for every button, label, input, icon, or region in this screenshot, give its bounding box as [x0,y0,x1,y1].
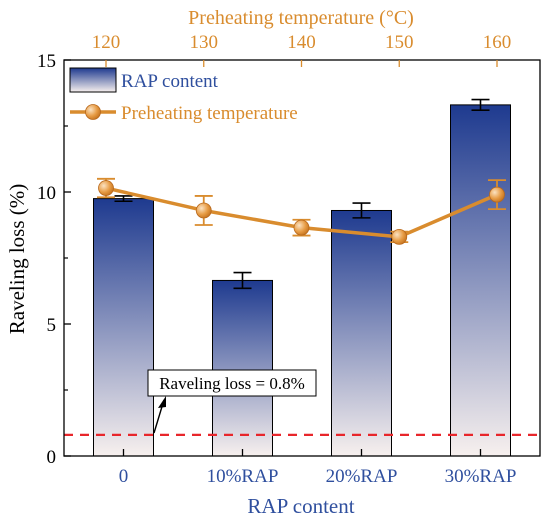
annotation-label: Raveling loss = 0.8% [159,374,305,393]
temperature-point [293,219,310,236]
bar [450,104,511,457]
temperature-point [391,228,408,245]
legend-bar-label: RAP content [121,71,219,92]
bar [212,279,273,457]
top-tick-label: 130 [190,32,219,53]
top-axis-title: Preheating temperature (°C) [188,7,414,29]
legend: RAP content Preheating temperature [69,67,298,124]
top-tick-label: 140 [287,32,316,53]
x-tick-label: 30%RAP [445,466,517,487]
y-axis-title: Raveling loss (%) [5,184,29,334]
x-axis-title: RAP content [247,494,354,518]
y-tick-label: 5 [47,315,57,336]
y-tick-label: 0 [47,447,57,468]
top-tick-label: 150 [385,32,414,53]
top-tick-label: 120 [92,32,121,53]
bar [93,198,154,457]
legend-bar-swatch [69,67,117,93]
y-tick-label: 15 [37,51,56,72]
legend-line-label: Preheating temperature [121,103,298,124]
annotation-box [147,369,317,397]
top-tick-label: 160 [483,32,512,53]
temperature-point [195,202,212,219]
annotation-arrow-head [158,396,166,408]
y-tick-label: 10 [37,183,56,204]
x-tick-label: 10%RAP [207,466,279,487]
temperature-point [98,180,114,196]
x-tick-label: 20%RAP [326,466,398,487]
legend-line-marker [85,104,101,120]
x-tick-label: 0 [119,466,129,487]
temperature-point [489,186,505,203]
bar [331,209,392,457]
